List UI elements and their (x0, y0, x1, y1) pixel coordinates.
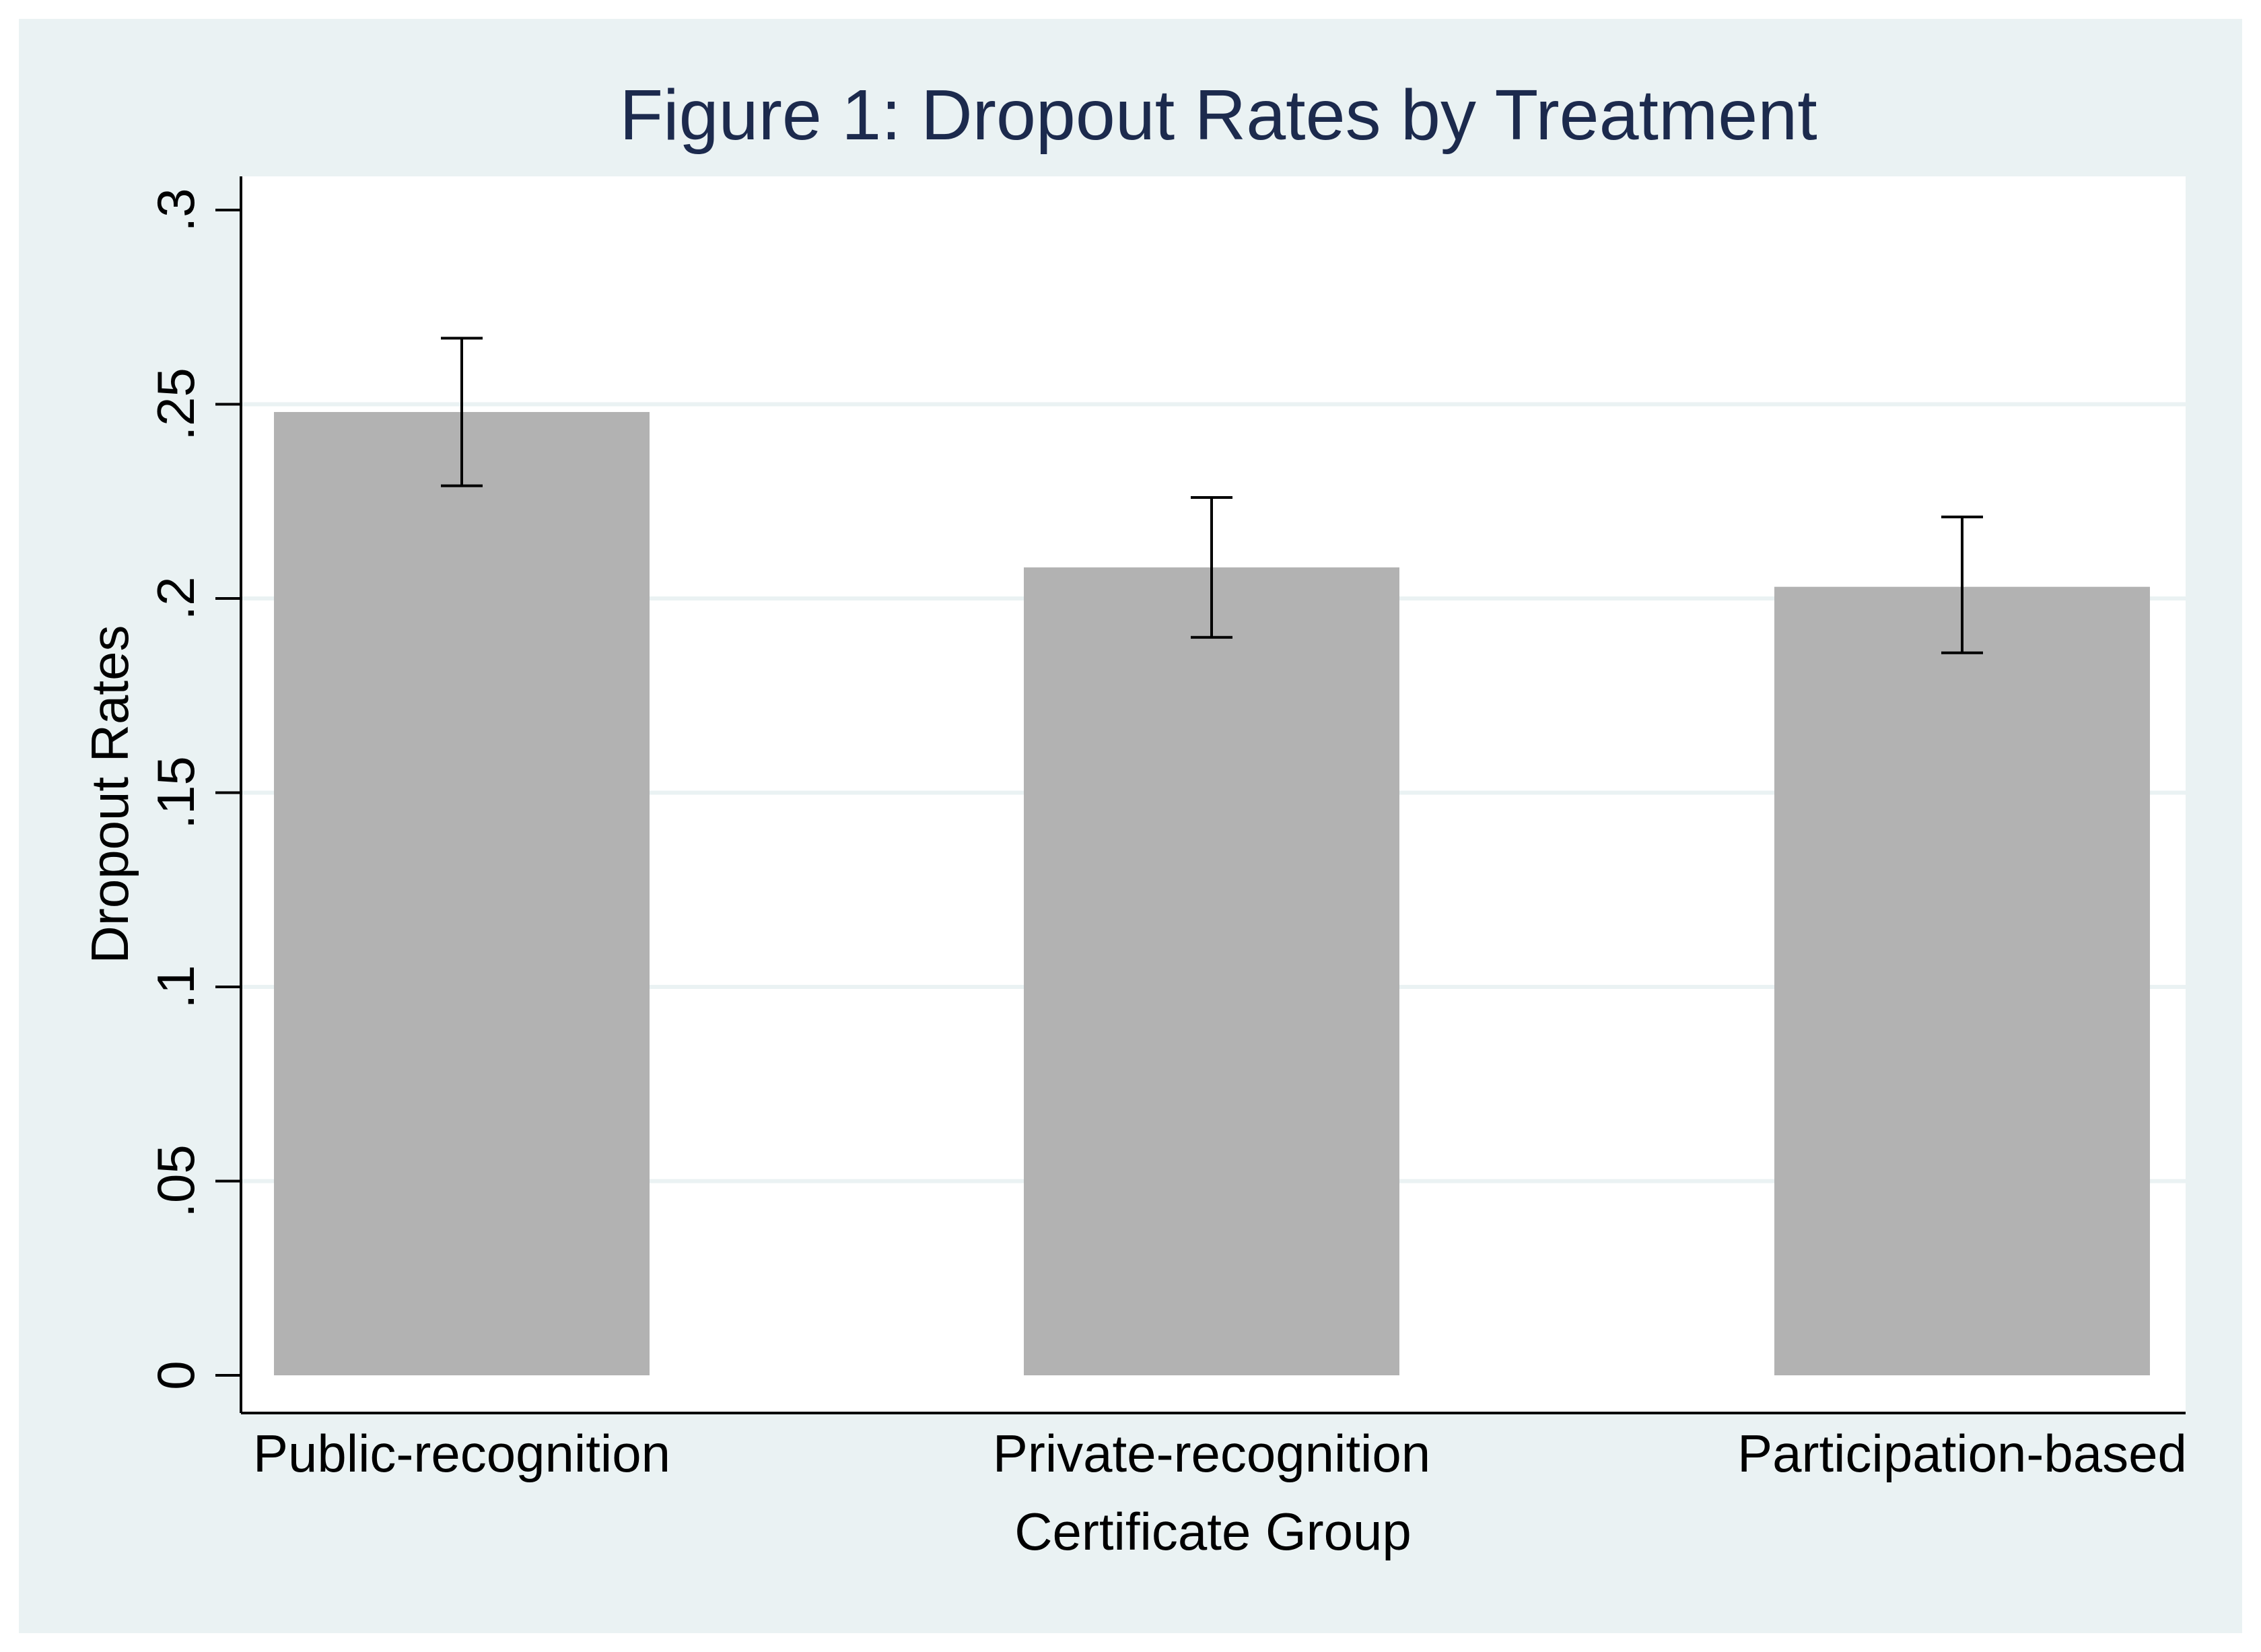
y-tick-label-6: .3 (146, 188, 205, 232)
bar-1 (274, 412, 650, 1375)
x-tick-label-2: Private-recognition (993, 1424, 1430, 1483)
x-tick-label-1: Public-recognition (253, 1424, 670, 1483)
error-bars (441, 337, 1983, 654)
x-axis-tick-labels: Public-recognition Private-recognition Par… (253, 1424, 2187, 1483)
x-axis-title: Certificate Group (1014, 1502, 1412, 1561)
y-axis-title: Dropout Rates (80, 625, 139, 964)
bars (274, 412, 2150, 1376)
y-tick-label-1: .05 (146, 1144, 205, 1217)
chart-title: Figure 1: Dropout Rates by Treatment (619, 75, 1817, 155)
y-tick-label-3: .15 (146, 756, 205, 829)
y-tick-label-4: .2 (146, 576, 205, 620)
y-tick-label-5: .25 (146, 368, 205, 440)
y-axis-ticks: 0 .05 .1 .15 .2 .25 .3 (146, 188, 241, 1390)
y-tick-label-2: .1 (146, 965, 205, 1008)
bar-3 (1774, 586, 2150, 1376)
bar-2 (1024, 567, 1399, 1375)
x-tick-label-3: Participation-based (1737, 1424, 2187, 1483)
y-tick-label-0: 0 (146, 1361, 205, 1389)
